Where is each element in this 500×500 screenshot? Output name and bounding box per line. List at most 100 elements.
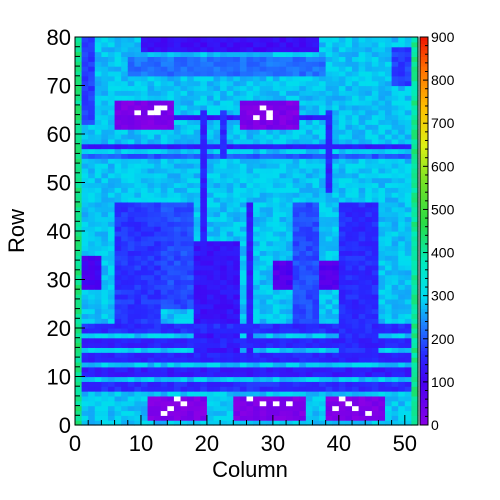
x-tick-label: 20 (195, 431, 219, 456)
heatmap-cell (358, 240, 366, 247)
heatmap-cell (365, 347, 373, 353)
heatmap-cell (312, 46, 320, 53)
heatmap-cell (398, 104, 406, 111)
heatmap-cell (345, 294, 353, 300)
heatmap-cell (94, 129, 102, 135)
colorbar-segment (420, 234, 428, 238)
heatmap-cell (94, 410, 102, 416)
heatmap-cell (352, 100, 360, 106)
heatmap-cell (312, 308, 320, 315)
heatmap-cell (81, 148, 89, 154)
heatmap-cell (88, 226, 96, 232)
heatmap-cell (404, 221, 413, 227)
heatmap-cell (371, 400, 380, 407)
heatmap-cell (180, 274, 188, 281)
heatmap-cell (167, 347, 175, 353)
heatmap-cell (358, 405, 366, 412)
colorbar-segment (420, 405, 428, 410)
heatmap-cell (121, 148, 129, 154)
heatmap-cell (121, 158, 129, 164)
heatmap-cell (352, 250, 360, 256)
heatmap-cell (411, 41, 419, 48)
heatmap-cell (81, 313, 89, 319)
heatmap-cell (398, 381, 406, 387)
heatmap-cell (220, 366, 228, 373)
heatmap-cell (246, 197, 254, 203)
heatmap-cell (319, 61, 327, 67)
heatmap-cell (378, 41, 386, 48)
heatmap-cell (213, 289, 221, 295)
heatmap-cell (325, 61, 333, 67)
heatmap-cell (319, 90, 327, 96)
x-tick-label: 0 (69, 431, 81, 456)
colorbar-segment (420, 37, 428, 41)
heatmap-cell (200, 56, 208, 62)
heatmap-cell (253, 41, 261, 48)
heatmap-cell (127, 201, 135, 208)
heatmap-cell (299, 172, 307, 179)
heatmap-cell (81, 347, 89, 353)
heatmap-cell (398, 41, 406, 48)
heatmap-cell (371, 235, 380, 242)
heatmap-cell (253, 134, 261, 140)
heatmap-cell (325, 211, 333, 218)
heatmap-cell (154, 66, 162, 72)
heatmap-cell (332, 337, 340, 344)
heatmap-cell (279, 211, 287, 218)
heatmap-cell (226, 337, 234, 344)
heatmap-cell (88, 75, 96, 82)
heatmap-cell (173, 342, 182, 348)
heatmap-cell (352, 376, 360, 382)
heatmap-cell (272, 75, 281, 82)
heatmap-cell (187, 308, 195, 315)
heatmap-cell (365, 342, 373, 348)
heatmap-cell (246, 279, 254, 285)
heatmap-cell (101, 255, 109, 261)
heatmap-cell (365, 279, 373, 285)
heatmap-cell (114, 376, 122, 382)
heatmap-cell (404, 124, 413, 130)
heatmap-cell (107, 138, 116, 145)
heatmap-cell (325, 51, 333, 57)
heatmap-cell (167, 231, 175, 237)
heatmap-cell (220, 201, 228, 208)
heatmap-cell (107, 391, 116, 397)
heatmap-cell (365, 366, 373, 373)
heatmap-cell (167, 182, 175, 188)
heatmap-cell (319, 303, 327, 310)
heatmap-cell (345, 313, 353, 319)
heatmap-cell (259, 318, 267, 324)
heatmap-cell (292, 357, 300, 363)
heatmap-cell (127, 298, 135, 305)
heatmap-cell (220, 37, 228, 43)
heatmap-cell (121, 352, 129, 358)
heatmap-cell (365, 80, 373, 87)
heatmap-cell (305, 153, 314, 159)
heatmap-cell (299, 148, 307, 154)
heatmap-cell (352, 400, 360, 407)
heatmap-cell (279, 303, 287, 310)
heatmap-cell (319, 240, 327, 247)
heatmap-cell (127, 294, 135, 300)
heatmap-cell (127, 153, 135, 159)
heatmap-cell (259, 61, 267, 67)
y-tick-label: 60 (47, 122, 71, 147)
heatmap-cell (398, 221, 406, 227)
heatmap-cell (279, 313, 287, 319)
heatmap-cell (121, 260, 129, 266)
heatmap-cell (147, 211, 155, 218)
heatmap-cell (371, 371, 380, 378)
heatmap-cell (167, 357, 175, 363)
heatmap-cell (173, 192, 182, 198)
heatmap-cell (246, 245, 254, 251)
heatmap-cell (206, 337, 215, 344)
heatmap-cell (75, 298, 83, 305)
heatmap-cell (299, 226, 307, 232)
heatmap-cell (385, 104, 393, 111)
heatmap-cell (246, 391, 254, 397)
heatmap-cell (325, 226, 333, 232)
heatmap-cell (286, 187, 294, 193)
heatmap-cell (233, 405, 241, 412)
heatmap-cell (332, 255, 340, 261)
heatmap-cell (272, 294, 281, 300)
